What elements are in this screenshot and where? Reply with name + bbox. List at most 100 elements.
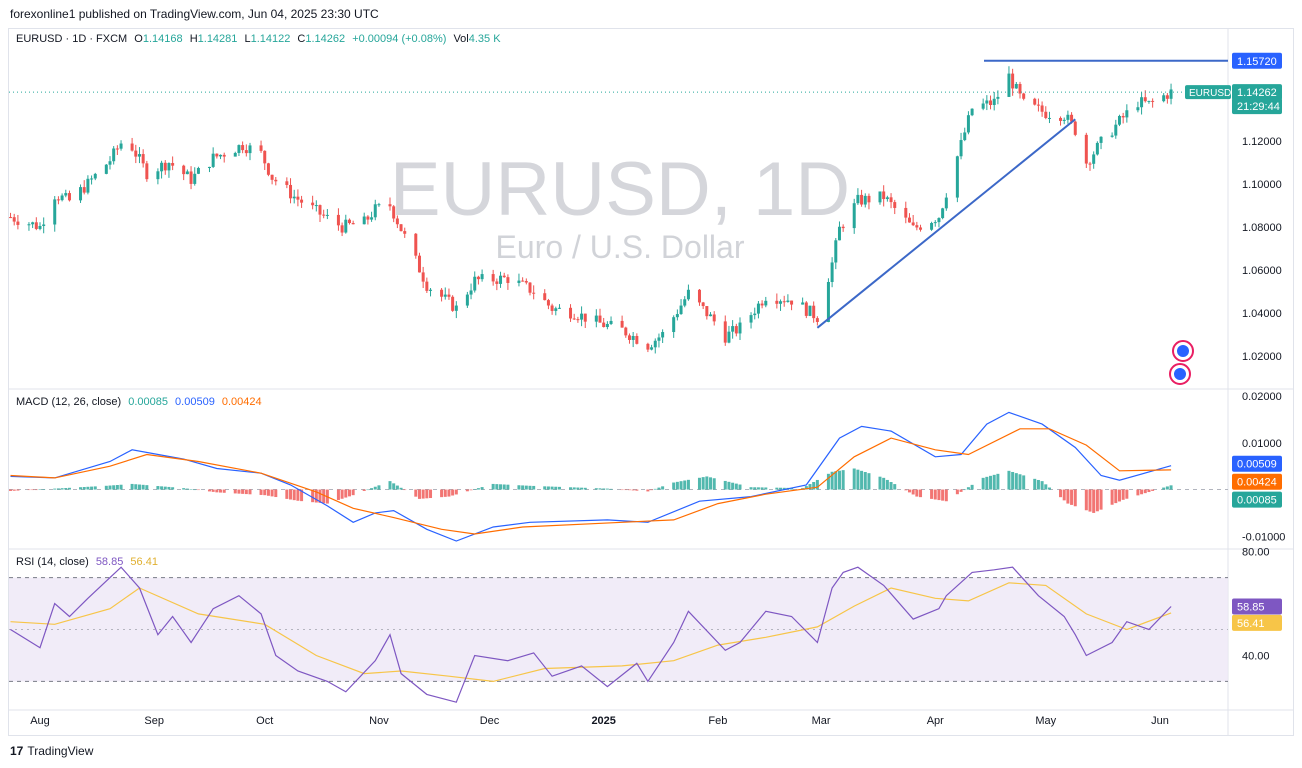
price-tick-label: 1.04000 [1242, 308, 1282, 320]
candle-body [219, 154, 223, 157]
macd-title[interactable]: MACD (12, 26, close) [16, 396, 122, 408]
macd-hist-bar [137, 484, 141, 490]
rsi-title[interactable]: RSI (14, close) [16, 556, 89, 568]
macd-hist-bar [627, 489, 631, 491]
candle-body [502, 275, 506, 278]
macd-hist-bar [1018, 474, 1022, 490]
candle-body [554, 308, 558, 311]
candle-body [1059, 117, 1063, 121]
macd-hist-bar [941, 489, 945, 501]
candle-body [56, 199, 60, 201]
low-label: L [244, 33, 251, 45]
close-label: C [297, 33, 306, 45]
macd-hist-bar [878, 476, 882, 490]
macd-hist-bar [222, 489, 226, 493]
candle-body [1073, 121, 1077, 135]
rsi-line [10, 566, 1172, 703]
candle-body [491, 274, 495, 282]
macd-hist-bar [646, 489, 650, 492]
macd-signal-line [10, 428, 1172, 535]
macd-hist-bar [93, 486, 97, 490]
macd-hist-bar [882, 477, 886, 490]
macd-hist-bar [119, 484, 123, 490]
macd-hist-bar [981, 477, 985, 490]
candle-body [919, 227, 923, 230]
candle-body [244, 150, 248, 154]
rsi-tick-label: 80.00 [1242, 547, 1270, 559]
candle-body [1066, 114, 1070, 120]
time-tick-label: Nov [369, 715, 389, 727]
current-price-label: 1.14262 [1237, 87, 1277, 99]
macd-hist-label-bg [1232, 491, 1282, 508]
macd-hist-bar [12, 489, 16, 491]
macd-hist-bar [734, 483, 738, 490]
macd-hist-bar [1047, 487, 1051, 490]
watermark-description: Euro / U.S. Dollar [496, 229, 745, 265]
macd-hist-bar [989, 475, 993, 490]
macd-hist-bar [517, 485, 521, 490]
chart-frame[interactable] [8, 28, 1294, 736]
candle-body [1143, 97, 1147, 102]
candle-body [852, 203, 856, 229]
open-value: 1.14168 [142, 33, 183, 45]
tradingview-brand[interactable]: TradingView [27, 744, 94, 758]
macd-hist-bar [465, 489, 469, 492]
time-tick-label: 2025 [591, 715, 615, 727]
rsi-legend: RSI (14, close) 58.85 56.41 [16, 556, 162, 568]
macd-hist-bar [727, 481, 731, 490]
macd-hist-bar [399, 487, 403, 490]
candle-body [1070, 114, 1074, 122]
candle-body [296, 196, 300, 200]
candle-body [292, 196, 296, 199]
macd-hist-bar [955, 489, 959, 495]
symbol-label[interactable]: EURUSD · 1D · FXCM [16, 33, 128, 45]
time-tick-label: Mar [812, 715, 831, 727]
candle-body [248, 145, 252, 154]
macd-hist-bar [336, 489, 340, 500]
candle-body [517, 280, 521, 283]
candle-body [9, 217, 13, 219]
macd-hist-bar [1059, 489, 1063, 498]
candle-body [683, 299, 687, 306]
time-tick-label: Feb [708, 715, 727, 727]
watermark-symbol: EURUSD, 1D [390, 147, 850, 232]
candle-body [417, 255, 421, 273]
macd-hist-bar [38, 489, 42, 490]
candle-body [893, 202, 897, 208]
candle-body [425, 281, 429, 291]
macd-hist-bar [259, 489, 263, 495]
candle-body [130, 143, 134, 151]
macd-hist-bar [1092, 489, 1096, 513]
candle-body [727, 331, 731, 343]
macd-hist-bar [1143, 489, 1147, 494]
macd-hist-bar [270, 489, 274, 497]
candle-body [546, 300, 550, 306]
tradingview-logo-icon[interactable]: 17 [10, 744, 24, 758]
macd-hist-bar [860, 470, 864, 490]
macd-hist-bar [760, 487, 764, 490]
candle-body [786, 300, 790, 302]
candle-body [344, 219, 348, 233]
macd-hist-bar [266, 489, 270, 496]
macd-hist-bar [115, 485, 119, 490]
candle-body [285, 181, 289, 185]
macd-hist-bar [491, 483, 495, 490]
macd-hist-bar [985, 476, 989, 490]
macd-hist-bar [506, 484, 510, 490]
macd-hist-bar [543, 486, 547, 490]
macd-hist-bar [27, 489, 31, 491]
candle-body [830, 262, 834, 282]
candle-body [907, 217, 911, 223]
candle-body [1114, 124, 1118, 136]
candle-body [1022, 93, 1026, 99]
macd-hist-bar [815, 479, 819, 490]
candle-body [779, 301, 783, 304]
candle-body [473, 276, 477, 291]
candle-body [1151, 100, 1155, 102]
candle-body [27, 224, 31, 226]
candle-body [657, 337, 661, 341]
low-value: 1.14122 [250, 33, 291, 45]
macd-hist-bar [992, 474, 996, 490]
macd-hist-bar [731, 482, 735, 490]
